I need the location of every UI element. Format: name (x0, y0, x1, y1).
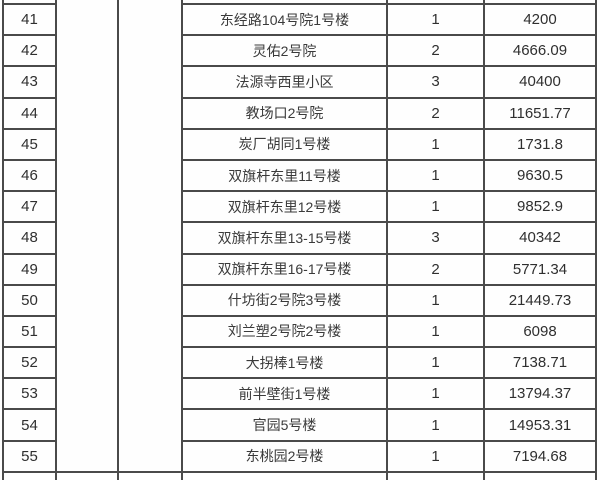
cell-row-number: 52 (2, 346, 57, 380)
partial-cell (2, 0, 57, 5)
cell-row-number: 50 (2, 283, 57, 317)
partial-cell (386, 470, 485, 480)
cell-count: 1 (386, 377, 485, 411)
cell-row-number: 53 (2, 377, 57, 411)
cell-area: 13794.37 (483, 377, 597, 411)
cell-building-name: 灵佑2号院 (181, 34, 388, 68)
cell-area: 14953.31 (483, 408, 597, 442)
cell-building-name: 大拐棒1号楼 (181, 346, 388, 380)
cell-building-name: 东经路104号院1号楼 (181, 2, 388, 37)
partial-cell (2, 470, 57, 480)
cell-count: 3 (386, 65, 485, 99)
cell-row-number: 41 (2, 2, 57, 37)
cell-count: 1 (386, 127, 485, 161)
partial-cell (483, 0, 597, 5)
cell-area: 7194.68 (483, 439, 597, 473)
table-row: 54 官园5号楼 1 14953.31 (2, 408, 597, 442)
partial-cell (483, 470, 597, 480)
cell-count: 1 (386, 283, 485, 317)
partial-cell (55, 470, 119, 480)
cell-count: 1 (386, 346, 485, 380)
cell-area: 40400 (483, 65, 597, 99)
cell-building-name: 双旗杆东里12号楼 (181, 190, 388, 224)
cell-count: 1 (386, 190, 485, 224)
cell-building-name: 双旗杆东里11号楼 (181, 158, 388, 193)
cell-building-name: 官园5号楼 (181, 408, 388, 442)
cell-building-name: 前半壁街1号楼 (181, 377, 388, 411)
table-row: 55 东桃园2号楼 1 7194.68 (2, 439, 597, 473)
table-row: 51 刘兰塑2号院2号楼 1 6098 (2, 314, 597, 349)
cell-row-number: 46 (2, 158, 57, 193)
cell-row-number: 43 (2, 65, 57, 99)
cell-building-name: 炭厂胡同1号楼 (181, 127, 388, 161)
cell-area: 9852.9 (483, 190, 597, 224)
cell-row-number: 49 (2, 252, 57, 286)
table-row: 50 什坊街2号院3号楼 1 21449.73 (2, 283, 597, 317)
partial-row-top (2, 0, 597, 473)
table-row: 49 双旗杆东里16-17号楼 2 5771.34 (2, 252, 597, 286)
empty-merged-cell (55, 0, 119, 473)
table-row: 45 炭厂胡同1号楼 1 1731.8 (2, 127, 597, 161)
cell-area: 1731.8 (483, 127, 597, 161)
cell-area: 7138.71 (483, 346, 597, 380)
cell-area: 6098 (483, 314, 597, 349)
cell-building-name: 刘兰塑2号院2号楼 (181, 314, 388, 349)
table-row: 53 前半壁街1号楼 1 13794.37 (2, 377, 597, 411)
cell-building-name: 法源寺西里小区 (181, 65, 388, 99)
table-row: 52 大拐棒1号楼 1 7138.71 (2, 346, 597, 380)
cell-area: 9630.5 (483, 158, 597, 193)
cell-count: 1 (386, 439, 485, 473)
table-row: 47 双旗杆东里12号楼 1 9852.9 (2, 190, 597, 224)
table-row: 44 教场口2号院 2 11651.77 (2, 96, 597, 130)
cell-count: 1 (386, 2, 485, 37)
cell-area: 5771.34 (483, 252, 597, 286)
cell-row-number: 55 (2, 439, 57, 473)
cell-count: 1 (386, 408, 485, 442)
table-row: 43 法源寺西里小区 3 40400 (2, 65, 597, 99)
cell-area: 4666.09 (483, 34, 597, 68)
cell-area: 4200 (483, 2, 597, 37)
partial-cell (386, 0, 485, 5)
cell-area: 21449.73 (483, 283, 597, 317)
partial-cell (181, 0, 388, 5)
table-row: 46 双旗杆东里11号楼 1 9630.5 (2, 158, 597, 193)
cell-row-number: 45 (2, 127, 57, 161)
empty-merged-cell (117, 0, 183, 473)
cell-row-number: 54 (2, 408, 57, 442)
cell-area: 11651.77 (483, 96, 597, 130)
cell-building-name: 什坊街2号院3号楼 (181, 283, 388, 317)
cell-building-name: 教场口2号院 (181, 96, 388, 130)
cell-building-name: 双旗杆东里13-15号楼 (181, 221, 388, 255)
cell-count: 1 (386, 158, 485, 193)
table-row: 42 灵佑2号院 2 4666.09 (2, 34, 597, 68)
cell-count: 2 (386, 96, 485, 130)
cell-row-number: 47 (2, 190, 57, 224)
partial-cell (117, 470, 183, 480)
table-row: 41 东经路104号院1号楼 1 4200 (2, 2, 597, 37)
cell-count: 2 (386, 252, 485, 286)
cell-area: 40342 (483, 221, 597, 255)
cell-building-name: 东桃园2号楼 (181, 439, 388, 473)
cell-row-number: 51 (2, 314, 57, 349)
cell-row-number: 48 (2, 221, 57, 255)
table-row: 48 双旗杆东里13-15号楼 3 40342 (2, 221, 597, 255)
cell-count: 3 (386, 221, 485, 255)
partial-row-bottom (2, 470, 597, 480)
cell-count: 2 (386, 34, 485, 68)
cell-row-number: 42 (2, 34, 57, 68)
cell-row-number: 44 (2, 96, 57, 130)
cell-count: 1 (386, 314, 485, 349)
cell-building-name: 双旗杆东里16-17号楼 (181, 252, 388, 286)
partial-cell (181, 470, 388, 480)
